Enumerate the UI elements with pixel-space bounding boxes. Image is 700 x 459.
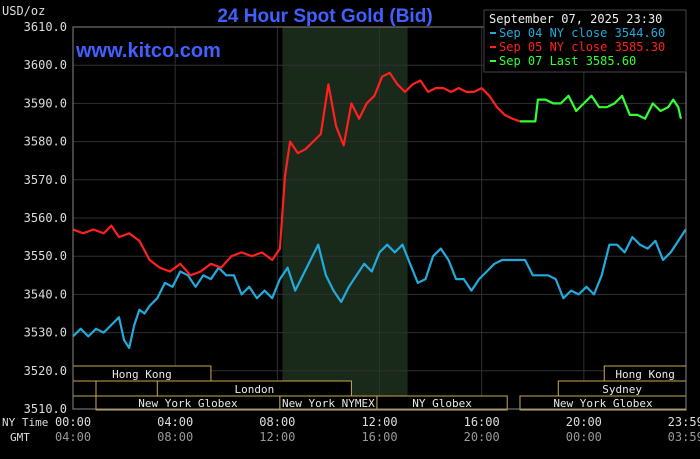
session-label: New York Globex [553,397,653,410]
x-tick-label-gmt: 03:59 [668,430,700,444]
ny-time-label: NY Time [2,416,48,429]
y-tick-label: 3590.0 [24,96,67,110]
y-tick-label: 3520.0 [24,364,67,378]
y-tick-label: 3580.0 [24,135,67,149]
y-tick-label: 3550.0 [24,249,67,263]
x-tick-label: 08:00 [259,415,295,429]
x-tick-label-gmt: 00:00 [566,430,602,444]
session-box [376,395,508,411]
y-tick-label: 3570.0 [24,173,67,187]
session-label: New York NYMEX [282,397,375,410]
session-label: Hong Kong [615,368,675,381]
series-line [72,71,521,277]
legend-entry: Sep 05 NY close 3585.30 [499,40,665,54]
series-line [520,94,682,123]
session-label: Hong Kong [112,368,172,381]
gmt-label: GMT [10,431,30,444]
session-label: NY Globex [412,397,472,410]
x-tick-label: 04:00 [157,415,193,429]
y-tick-label: 3510.0 [24,402,67,416]
legend-entry: Sep 07 Last 3585.60 [499,54,636,68]
y-tick-label: 3610.0 [24,20,67,34]
y-tick-label: 3600.0 [24,58,67,72]
x-tick-label: 00:00 [55,415,91,429]
session-box [72,380,97,397]
session-label: London [234,383,274,396]
units-label: USD/oz [2,4,45,18]
x-tick-label-gmt: 20:00 [464,430,500,444]
x-tick-label: 20:00 [566,415,602,429]
y-tick-label: 3540.0 [24,287,67,301]
session-label: Sydney [602,383,642,396]
date-stamp: September 07, 2025 23:30 [489,12,662,26]
x-tick-label-gmt: 16:00 [361,430,397,444]
x-tick-label: 16:00 [464,415,500,429]
x-tick-label-gmt: 04:00 [55,430,91,444]
x-tick-label: 12:00 [361,415,397,429]
y-tick-label: 3560.0 [24,211,67,225]
plot-frame [72,26,687,410]
x-tick-label-gmt: 08:00 [157,430,193,444]
legend-entry: Sep 04 NY close 3544.60 [499,26,665,40]
legend-box: September 07, 2025 23:30 Sep 04 NY close… [483,9,687,73]
x-tick-label-gmt: 12:00 [259,430,295,444]
series-line [72,228,687,349]
chart-title: 24 Hour Spot Gold (Bid) [217,6,432,27]
session-label: New York Globex [138,397,238,410]
x-tick-label: 23:59 [668,415,700,429]
y-tick-label: 3530.0 [24,326,67,340]
watermark-text: www.kitco.com [75,40,221,62]
